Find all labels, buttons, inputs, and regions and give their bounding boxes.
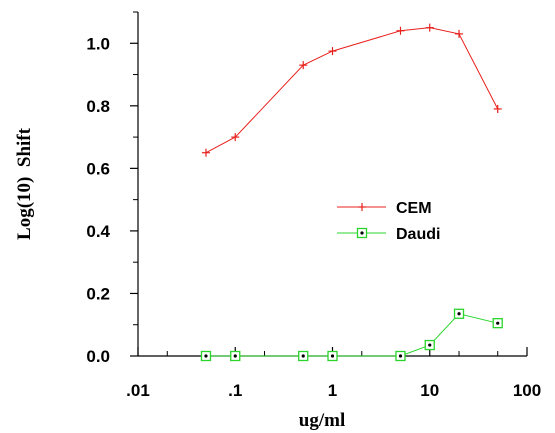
data-point-daudi-4	[395, 350, 406, 362]
data-point-daudi-0-dot	[204, 354, 208, 358]
y-ticks: 0.0 0.2 0.4 0.6 0.8 1.0	[86, 11, 138, 366]
x-tick-label-1: .1	[228, 381, 242, 400]
y-tick-label-1: 0.2	[86, 284, 110, 303]
y-tick-label-0: 0.0	[86, 347, 110, 366]
x-tick-label-0: .01	[126, 381, 150, 400]
data-point-daudi-4-dot	[398, 354, 403, 358]
x-tick-label-3: 10	[420, 381, 439, 400]
data-point-cem-1	[231, 133, 240, 142]
x-tick-label-4: 100	[513, 381, 541, 400]
legend-marker-cem	[358, 203, 366, 211]
x-axis-title: ug/ml	[299, 410, 345, 431]
y-tick-label-5: 1.0	[86, 34, 110, 53]
data-point-daudi-0	[200, 350, 212, 362]
data-point-cem-4	[396, 26, 405, 35]
legend-item-cem: CEM	[337, 200, 432, 217]
data-point-daudi-7	[492, 318, 503, 329]
y-axis-title: Log(10) Shift	[14, 127, 35, 240]
y-tick-label-2: 0.4	[86, 222, 110, 241]
data-point-cem-6	[455, 29, 464, 38]
y-tick-label-3: 0.6	[86, 159, 110, 178]
data-point-cem-7	[493, 104, 502, 113]
data-point-cem-3	[328, 47, 337, 56]
data-point-daudi-5	[424, 339, 435, 351]
series-layer	[200, 23, 503, 362]
legend-label-cem: CEM	[396, 200, 432, 217]
x-ticks: .01 .1 1 10 100	[126, 347, 541, 400]
series-line-cem	[205, 27, 499, 154]
data-point-cem-0	[201, 148, 210, 157]
data-point-daudi-1-dot	[233, 354, 237, 358]
data-point-cem-5	[425, 23, 434, 32]
x-tick-label-2: 1	[328, 381, 337, 400]
legend-marker-cem-symbol	[358, 203, 366, 211]
series-line-daudi	[206, 313, 498, 357]
data-point-daudi-3-dot	[330, 354, 335, 358]
data-point-daudi-2	[298, 350, 309, 362]
legend-marker-daudi	[356, 227, 368, 239]
data-point-daudi-2-dot	[301, 354, 305, 358]
legend-marker-daudi-symbol	[356, 227, 368, 239]
data-point-cem-2	[299, 61, 308, 70]
legend: CEM Daudi	[337, 200, 440, 243]
legend-marker-daudi-symbol-dot	[360, 231, 364, 235]
data-point-daudi-6-dot	[457, 312, 461, 316]
data-point-daudi-1	[230, 350, 241, 362]
legend-label-daudi: Daudi	[396, 226, 440, 243]
data-point-daudi-5-dot	[428, 343, 432, 347]
data-point-daudi-6	[453, 308, 465, 319]
y-tick-label-4: 0.8	[86, 97, 110, 116]
data-point-daudi-7-dot	[496, 321, 500, 325]
legend-item-daudi: Daudi	[337, 226, 440, 243]
data-point-daudi-3	[327, 350, 338, 362]
plot-frame	[137, 12, 527, 357]
